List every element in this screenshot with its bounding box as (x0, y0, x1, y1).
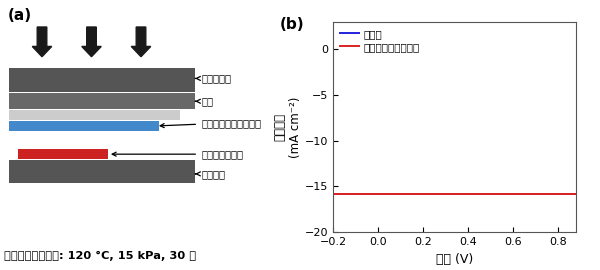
接着前 (505, 192, 512, 195)
ホットメルト接着後 (505, 193, 512, 196)
Text: ヒーター板: ヒーター板 (196, 73, 231, 83)
Text: ステージ: ステージ (196, 169, 225, 179)
接着前 (409, 192, 416, 195)
Bar (9, 68, 195, 92)
Bar (9, 93, 195, 109)
FancyArrow shape (32, 27, 52, 57)
接着前 (506, 192, 513, 195)
接着前 (329, 192, 337, 195)
FancyArrow shape (131, 27, 151, 57)
Text: 超薄型太陽電池: 超薄型太陽電池 (112, 149, 243, 159)
ホットメルト接着後 (506, 193, 513, 196)
Text: ホットメルトフィルム: ホットメルトフィルム (160, 118, 261, 128)
Bar (9, 160, 195, 183)
Y-axis label: 電流密度
(mA cm⁻²): 電流密度 (mA cm⁻²) (274, 96, 302, 158)
Text: (a): (a) (7, 8, 32, 23)
ホットメルト接着後 (359, 193, 366, 196)
接着前 (425, 192, 433, 195)
Legend: 接着前, ホットメルト接着後: 接着前, ホットメルト接着後 (338, 27, 422, 54)
Text: (b): (b) (280, 17, 304, 32)
接着前 (572, 192, 580, 195)
X-axis label: 電圧 (V): 電圧 (V) (436, 253, 473, 266)
Bar (9, 121, 159, 131)
ホットメルト接着後 (329, 193, 337, 196)
Bar (9, 110, 180, 120)
ホットメルト接着後 (482, 193, 490, 196)
ホットメルト接着後 (425, 193, 433, 196)
接着前 (359, 192, 366, 195)
ホットメルト接着後 (572, 193, 580, 196)
FancyArrow shape (82, 27, 101, 57)
接着前 (482, 192, 490, 195)
ホットメルト接着後 (409, 193, 416, 196)
Bar (18, 149, 108, 159)
Text: 布地: 布地 (196, 96, 213, 106)
Text: ホットメルト条件: 120 °C, 15 kPa, 30 秒: ホットメルト条件: 120 °C, 15 kPa, 30 秒 (5, 251, 197, 261)
